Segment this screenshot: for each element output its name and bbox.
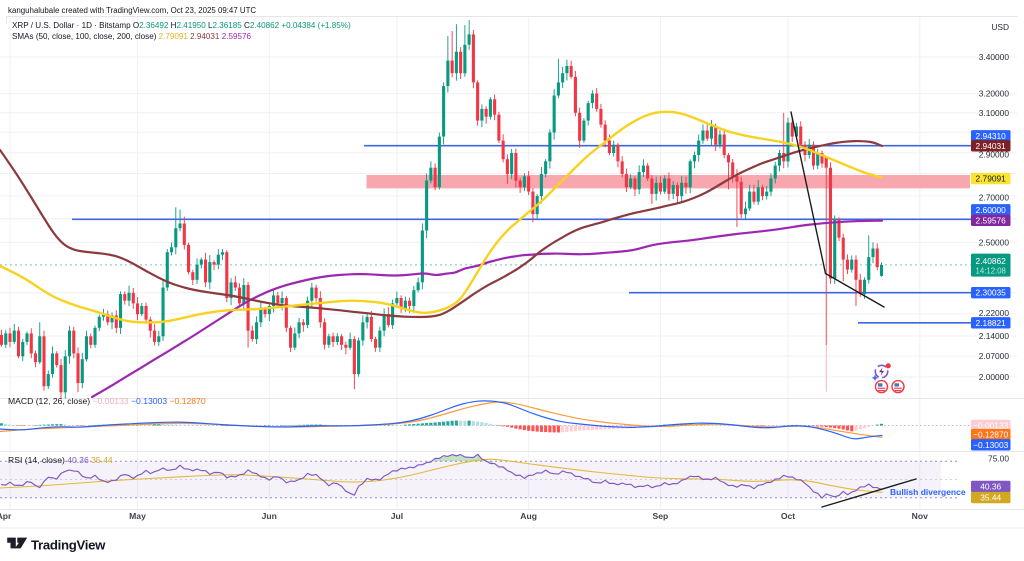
svg-text:14:12:08: 14:12:08 bbox=[976, 267, 1006, 276]
svg-text:2.22000: 2.22000 bbox=[979, 308, 1010, 318]
svg-text:2.07000: 2.07000 bbox=[979, 351, 1010, 361]
svg-text:2.59576: 2.59576 bbox=[976, 215, 1007, 225]
svg-text:3.20000: 3.20000 bbox=[979, 89, 1010, 99]
svg-text:Nov: Nov bbox=[912, 511, 928, 521]
svg-text:Jul: Jul bbox=[391, 511, 403, 521]
svg-text:−0.00133: −0.00133 bbox=[973, 420, 1009, 430]
svg-text:MACD (12, 26, close) −0.00133: MACD (12, 26, close) −0.00133 −0.13003 −… bbox=[8, 396, 206, 406]
svg-text:−0.13003: −0.13003 bbox=[973, 440, 1009, 450]
svg-text:USD: USD bbox=[991, 22, 1009, 32]
svg-text:2.00000: 2.00000 bbox=[979, 372, 1010, 382]
svg-text:3.10000: 3.10000 bbox=[979, 108, 1010, 118]
svg-text:2.50000: 2.50000 bbox=[979, 237, 1010, 247]
svg-text:2.70000: 2.70000 bbox=[979, 192, 1010, 202]
svg-text:2.79091: 2.79091 bbox=[976, 174, 1007, 184]
svg-text:XRP / U.S. Dollar · 1D · Bitst: XRP / U.S. Dollar · 1D · Bitstamp O2.364… bbox=[12, 21, 351, 30]
svg-text:35.44: 35.44 bbox=[980, 493, 1001, 503]
svg-text:2.40862: 2.40862 bbox=[976, 256, 1007, 266]
svg-text:Oct: Oct bbox=[781, 511, 795, 521]
svg-text:SMAs (50, close, 100, close, 2: SMAs (50, close, 100, close, 200, close)… bbox=[12, 32, 251, 41]
svg-text:Apr: Apr bbox=[0, 511, 12, 521]
svg-text:75.00: 75.00 bbox=[988, 454, 1009, 464]
svg-text:kanguhalubale created with Tra: kanguhalubale created with TradingView.c… bbox=[8, 6, 256, 15]
svg-text:2.18821: 2.18821 bbox=[976, 318, 1007, 328]
svg-text:2.94310: 2.94310 bbox=[976, 131, 1007, 141]
svg-text:Jun: Jun bbox=[262, 511, 277, 521]
svg-text:RSI (14, close) 40.36 35.44: RSI (14, close) 40.36 35.44 bbox=[8, 455, 113, 465]
svg-text:−0.12870: −0.12870 bbox=[973, 430, 1009, 440]
svg-text:2.90000: 2.90000 bbox=[979, 150, 1010, 160]
svg-text:3.40000: 3.40000 bbox=[979, 52, 1010, 62]
svg-text:TradingView: TradingView bbox=[31, 538, 106, 553]
svg-text:2.94031: 2.94031 bbox=[976, 141, 1007, 151]
svg-text:40.36: 40.36 bbox=[980, 482, 1001, 492]
svg-text:2.60000: 2.60000 bbox=[976, 205, 1007, 215]
svg-text:May: May bbox=[129, 511, 146, 521]
svg-text:2.14000: 2.14000 bbox=[979, 331, 1010, 341]
svg-text:Aug: Aug bbox=[520, 511, 537, 521]
svg-text:Bullish divergence: Bullish divergence bbox=[890, 487, 966, 497]
svg-text:2.30035: 2.30035 bbox=[976, 288, 1007, 298]
svg-text:Sep: Sep bbox=[653, 511, 669, 521]
